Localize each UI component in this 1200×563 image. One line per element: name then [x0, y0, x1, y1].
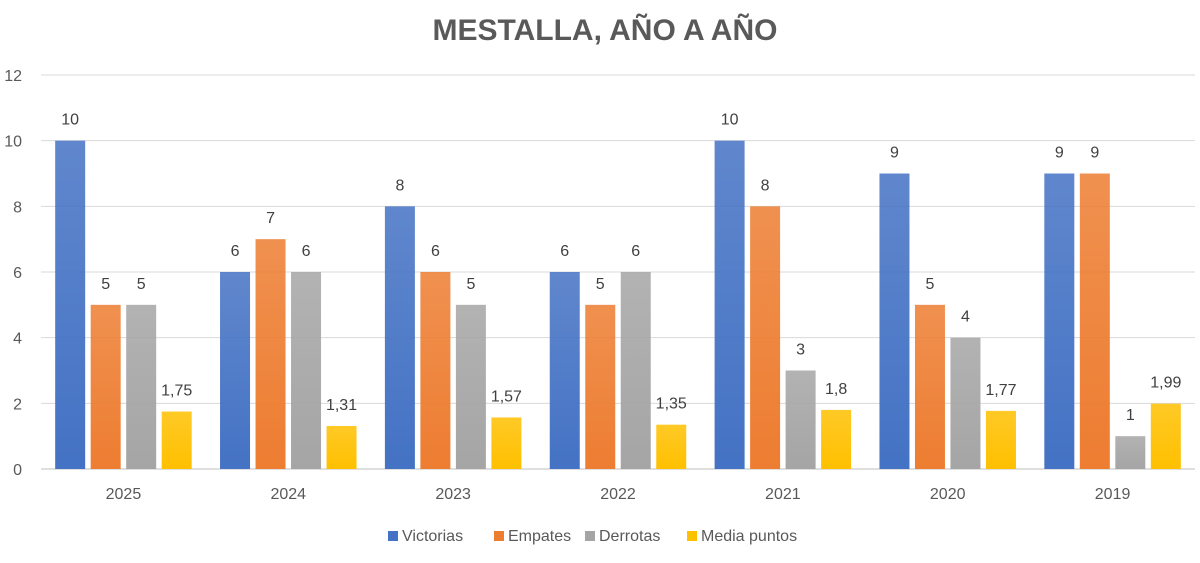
data-label: 10	[721, 112, 739, 129]
data-label: 6	[431, 243, 440, 260]
data-label: 5	[596, 276, 605, 293]
legend-label: Media puntos	[701, 528, 797, 545]
data-label: 1,75	[161, 383, 192, 400]
bar-victorias	[384, 206, 415, 470]
bar-empates	[255, 239, 286, 469]
legend-swatch	[494, 531, 504, 541]
bar-media-puntos	[821, 409, 852, 469]
data-label: 1	[1126, 407, 1135, 424]
data-label: 9	[1055, 145, 1064, 162]
bar-empates	[1079, 173, 1110, 469]
x-tick-label: 2021	[765, 486, 801, 503]
data-label: 6	[302, 243, 311, 260]
bar-derrotas	[455, 304, 486, 469]
data-label: 5	[137, 276, 146, 293]
data-label: 4	[961, 309, 970, 326]
data-label: 9	[1090, 145, 1099, 162]
data-label: 6	[231, 243, 240, 260]
bar-media-puntos	[161, 411, 192, 469]
x-tick-label: 2024	[270, 486, 306, 503]
data-label: 1,77	[985, 382, 1016, 399]
y-tick-label: 4	[13, 331, 22, 348]
y-tick-label: 6	[13, 265, 22, 282]
data-label: 8	[395, 177, 404, 194]
data-label: 5	[466, 276, 475, 293]
bar-empates	[585, 304, 616, 469]
y-tick-label: 8	[13, 199, 22, 216]
bar-media-puntos	[1150, 403, 1181, 469]
data-label: 7	[266, 210, 275, 227]
legend-swatch	[687, 531, 697, 541]
bar-empates	[420, 272, 451, 469]
data-label: 6	[631, 243, 640, 260]
bar-derrotas	[950, 337, 981, 469]
legend-label: Derrotas	[599, 528, 660, 545]
y-tick-label: 2	[13, 396, 22, 413]
legend-swatch	[388, 531, 398, 541]
data-label: 1,8	[825, 381, 847, 398]
bar-empates	[90, 304, 121, 469]
x-tick-label: 2025	[106, 486, 142, 503]
x-tick-label: 2022	[600, 486, 636, 503]
bar-media-puntos	[656, 424, 687, 469]
legend-swatch	[585, 531, 595, 541]
bar-victorias	[55, 140, 86, 469]
data-label: 6	[560, 243, 569, 260]
data-label: 8	[761, 177, 770, 194]
bar-derrotas	[620, 272, 651, 469]
bar-victorias	[549, 272, 580, 469]
bar-derrotas	[1115, 436, 1146, 469]
data-label: 5	[101, 276, 110, 293]
chart-title: MESTALLA, AÑO A AÑO	[433, 13, 778, 47]
legend-label: Empates	[508, 528, 571, 545]
data-label: 1,31	[326, 397, 357, 414]
data-label: 1,35	[656, 396, 687, 413]
data-label: 9	[890, 145, 899, 162]
data-label: 1,99	[1150, 375, 1181, 392]
x-tick-label: 2020	[930, 486, 966, 503]
bar-media-puntos	[326, 425, 357, 469]
bar-victorias	[1044, 173, 1075, 469]
data-label: 3	[796, 342, 805, 359]
bar-derrotas	[291, 272, 322, 469]
bar-empates	[914, 304, 945, 469]
bar-media-puntos	[491, 417, 522, 469]
bar-victorias	[220, 272, 251, 469]
bar-victorias	[714, 140, 745, 469]
legend-label: Victorias	[402, 528, 463, 545]
data-label: 1,57	[491, 388, 522, 405]
bar-victorias	[879, 173, 910, 469]
bar-empates	[750, 206, 781, 470]
x-tick-label: 2023	[435, 486, 471, 503]
y-tick-label: 0	[13, 462, 22, 479]
x-tick-label: 2019	[1095, 486, 1131, 503]
y-tick-label: 10	[4, 134, 22, 151]
data-label: 5	[926, 276, 935, 293]
bar-derrotas	[126, 304, 157, 469]
y-tick-label: 12	[4, 68, 22, 85]
bar-media-puntos	[985, 410, 1016, 469]
bar-derrotas	[785, 370, 816, 469]
data-label: 10	[61, 112, 79, 129]
